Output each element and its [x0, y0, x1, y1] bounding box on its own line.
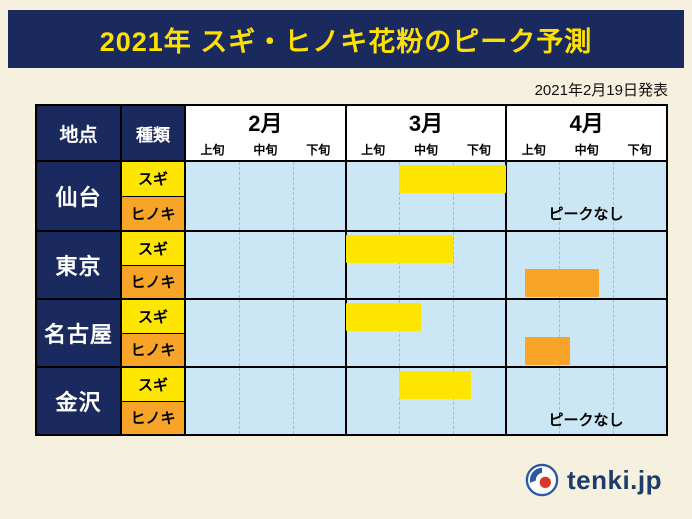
- period-gridline: [292, 368, 294, 434]
- species-label-hinoki: ヒノキ: [122, 332, 184, 366]
- species-column: スギ ヒノキ: [122, 162, 186, 230]
- period-gridline: [559, 232, 561, 298]
- period-gridline: [399, 232, 401, 298]
- period-label: 下旬: [306, 142, 331, 157]
- species-label-sugi: スギ: [122, 232, 184, 265]
- species-label-hinoki: ヒノキ: [122, 264, 184, 298]
- period-gridline: [239, 300, 241, 366]
- period-label: 中旬: [253, 142, 278, 157]
- city-label: 仙台: [37, 162, 122, 230]
- month-header-apr: 4月 上旬 中旬 下旬: [505, 106, 666, 160]
- table-row-sendai: 仙台 スギ ヒノキ ピークなし: [37, 162, 666, 230]
- no-peak-label: ピークなし: [548, 205, 624, 223]
- species-label-hinoki: ヒノキ: [122, 195, 184, 230]
- period-gridline: [292, 232, 294, 298]
- period-gridline: [292, 300, 294, 366]
- city-label: 金沢: [37, 368, 122, 434]
- page-title: 2021年 スギ・ヒノキ花粉のピーク予測: [99, 26, 593, 57]
- period-gridline: [452, 162, 454, 230]
- period-gridline: [452, 232, 454, 298]
- timeline-area: [186, 232, 666, 298]
- month-gridline: [344, 232, 347, 298]
- period-gridline: [452, 368, 454, 434]
- month-label: 2月: [248, 111, 283, 136]
- tenki-logo-icon: [525, 463, 559, 497]
- period-label: 中旬: [414, 142, 439, 157]
- month-gridline: [504, 162, 507, 230]
- month-label: 3月: [408, 111, 444, 136]
- month-gridline: [344, 300, 347, 366]
- period-label: 中旬: [574, 142, 599, 157]
- species-label-sugi: スギ: [122, 300, 184, 333]
- table-row-kanazawa: 金沢 スギ ヒノキ ピークなし: [37, 366, 666, 434]
- announcement-date: 2021年2月19日発表: [534, 82, 668, 99]
- tenki-logo-text: tenki.jp: [566, 464, 662, 495]
- species-label-sugi: スギ: [122, 162, 184, 196]
- period-labels: 上旬 中旬 下旬: [347, 138, 506, 160]
- peak-bar-sugi: [345, 303, 421, 331]
- month-header-feb: 2月 上旬 中旬 下旬: [186, 106, 345, 160]
- period-labels: 上旬 中旬 下旬: [507, 138, 666, 160]
- peak-bar-hinoki: [524, 269, 600, 297]
- month-gridline: [344, 368, 347, 434]
- species-column: スギ ヒノキ: [122, 232, 186, 298]
- period-label: 上旬: [361, 142, 386, 157]
- species-label-hinoki: ヒノキ: [122, 400, 184, 434]
- table-row-tokyo: 東京 スギ ヒノキ: [37, 230, 666, 298]
- period-gridline: [559, 368, 561, 434]
- timeline-area: [186, 300, 666, 366]
- corner-location-header: 地点: [37, 106, 122, 160]
- peak-bar-sugi: [399, 371, 472, 399]
- period-label: 下旬: [627, 142, 652, 157]
- species-label-sugi: スギ: [122, 368, 184, 401]
- period-gridline: [612, 368, 614, 434]
- no-peak-label: ピークなし: [548, 411, 624, 429]
- peak-bar-sugi: [399, 165, 506, 193]
- month-gridline: [504, 232, 507, 298]
- month-headers: 2月 上旬 中旬 下旬 3月 上旬 中旬 下旬 4月 上旬 中: [186, 106, 666, 160]
- period-gridline: [239, 368, 241, 434]
- month-header-mar: 3月 上旬 中旬 下旬: [344, 106, 506, 160]
- period-gridline: [559, 162, 561, 230]
- species-column: スギ ヒノキ: [122, 300, 186, 366]
- period-gridline: [612, 300, 614, 366]
- tenki-logo[interactable]: tenki.jp: [525, 463, 662, 497]
- period-gridline: [399, 162, 401, 230]
- period-gridline: [292, 162, 294, 230]
- city-label: 名古屋: [37, 300, 122, 366]
- table-header: 地点 種類 2月 上旬 中旬 下旬 3月 上旬 中旬 下旬 4月: [37, 106, 666, 162]
- table-row-nagoya: 名古屋 スギ ヒノキ: [37, 298, 666, 366]
- timeline-area: ピークなし: [186, 368, 666, 434]
- period-gridline: [559, 300, 561, 366]
- species-column: スギ ヒノキ: [122, 368, 186, 434]
- period-gridline: [612, 162, 614, 230]
- period-gridline: [239, 162, 241, 230]
- period-gridline: [612, 232, 614, 298]
- month-label: 4月: [569, 111, 604, 136]
- timeline-area: ピークなし: [186, 162, 666, 230]
- corner-type-header: 種類: [122, 106, 186, 160]
- period-label: 上旬: [521, 142, 546, 157]
- peak-bar-sugi: [345, 235, 453, 263]
- period-labels: 上旬 中旬 下旬: [186, 138, 345, 160]
- pollen-forecast-table: 地点 種類 2月 上旬 中旬 下旬 3月 上旬 中旬 下旬 4月: [35, 104, 668, 436]
- month-gridline: [344, 162, 347, 230]
- title-bar: 2021年 スギ・ヒノキ花粉のピーク予測: [8, 10, 684, 68]
- period-label: 下旬: [466, 142, 491, 157]
- city-label: 東京: [37, 232, 122, 298]
- period-gridline: [239, 232, 241, 298]
- period-gridline: [399, 368, 401, 434]
- period-gridline: [399, 300, 401, 366]
- month-gridline: [504, 300, 507, 366]
- peak-bar-hinoki: [524, 337, 570, 365]
- period-gridline: [452, 300, 454, 366]
- period-label: 上旬: [200, 142, 225, 157]
- month-gridline: [504, 368, 507, 434]
